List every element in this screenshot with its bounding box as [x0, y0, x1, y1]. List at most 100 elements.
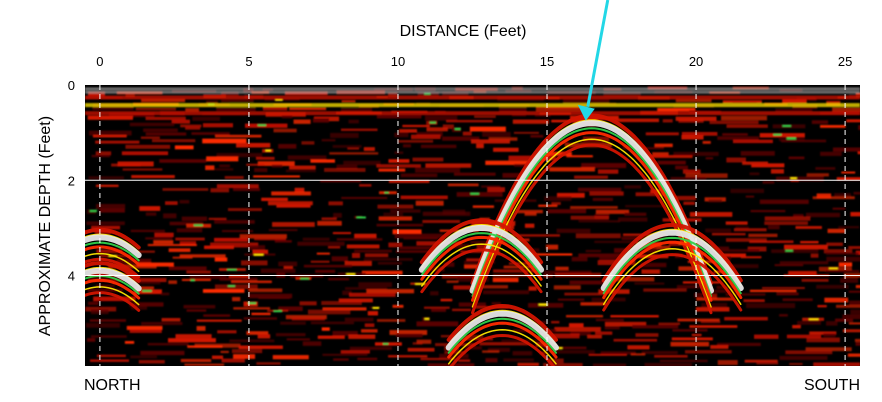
texture-band — [827, 228, 846, 234]
texture-highlight — [372, 307, 380, 310]
texture-band — [594, 240, 633, 243]
texture-band — [539, 351, 548, 355]
texture-band — [94, 230, 112, 234]
texture-band — [673, 151, 719, 156]
texture-band — [174, 145, 194, 150]
texture-band — [271, 164, 283, 168]
texture-band — [141, 322, 183, 325]
texture-band — [751, 163, 785, 168]
hyperbola-reflector — [602, 253, 743, 312]
texture-band — [485, 358, 498, 363]
texture-band — [846, 119, 860, 123]
texture-band — [412, 342, 423, 345]
texture-band — [482, 131, 511, 137]
texture-band — [243, 317, 277, 320]
hyperbola-reflector — [447, 329, 557, 365]
texture-band — [735, 226, 749, 230]
texture-band — [276, 204, 311, 208]
texture-band — [402, 144, 411, 148]
texture-band — [90, 359, 130, 362]
texture-band — [842, 314, 860, 320]
texture-highlight — [253, 253, 264, 256]
texture-highlight — [424, 317, 430, 320]
hyperbola-layer — [85, 113, 744, 366]
texture-band — [219, 277, 258, 281]
texture-band — [832, 207, 846, 210]
texture-band — [464, 264, 481, 269]
texture-band — [749, 289, 797, 292]
texture-band — [717, 360, 738, 365]
texture-band — [826, 242, 843, 246]
texture-band — [317, 335, 345, 339]
texture-band — [252, 249, 269, 255]
texture-band — [181, 216, 208, 222]
texture-band — [625, 204, 667, 208]
texture-band — [627, 345, 650, 350]
texture-band — [721, 115, 768, 121]
texture-band — [145, 237, 173, 240]
texture-band — [246, 331, 269, 335]
texture-band — [850, 212, 860, 217]
x-tick-label: 5 — [245, 54, 252, 69]
hyperbola-reflector — [447, 321, 558, 359]
texture-band — [816, 284, 849, 289]
hyperbola-reflector — [445, 310, 559, 351]
arrow-layer — [577, 0, 610, 121]
texture-band — [618, 217, 648, 222]
texture-band — [783, 244, 828, 250]
texture-band — [390, 209, 421, 213]
texture-highlight — [273, 310, 282, 313]
texture-band — [246, 163, 265, 166]
texture-band — [122, 168, 163, 171]
texture-highlight — [89, 209, 97, 212]
x-tick-label: 10 — [391, 54, 405, 69]
texture-band — [186, 309, 207, 312]
texture-band — [847, 353, 860, 357]
texture-band — [307, 309, 351, 315]
texture-band — [349, 346, 392, 350]
texture-band — [670, 195, 697, 201]
x-tick-labels: 0 5 10 15 20 25 — [96, 54, 852, 69]
texture-band — [383, 212, 404, 216]
texture-band — [95, 284, 115, 288]
texture-band — [126, 325, 163, 330]
texture-band — [346, 244, 380, 249]
texture-band — [394, 132, 409, 138]
texture-band — [394, 151, 404, 154]
texture-band — [131, 281, 161, 285]
texture-band — [99, 208, 125, 213]
texture-band — [838, 262, 853, 267]
texture-band — [244, 123, 288, 128]
texture-band — [588, 353, 627, 356]
texture-highlight — [247, 302, 257, 305]
texture-band — [342, 290, 352, 296]
texture-band — [835, 318, 854, 322]
hyperbola-reflector — [469, 120, 714, 294]
texture-band — [595, 319, 624, 322]
texture-band — [648, 155, 693, 159]
texture-band — [425, 163, 472, 168]
texture-band — [185, 126, 201, 130]
texture-band — [745, 195, 755, 198]
texture-band — [836, 177, 860, 181]
texture-band — [231, 280, 272, 284]
texture-highlight — [275, 98, 283, 101]
north-label: NORTH — [84, 377, 141, 394]
texture-band — [233, 188, 260, 192]
texture-band — [121, 151, 169, 156]
texture-band — [806, 173, 829, 177]
texture-band — [813, 362, 860, 366]
texture-band — [430, 291, 439, 296]
texture-band — [842, 329, 860, 333]
texture-band — [396, 333, 423, 338]
texture-band — [606, 277, 655, 282]
hyperbola-reflector — [449, 333, 556, 366]
texture-band — [312, 118, 330, 123]
texture-band — [254, 238, 286, 241]
texture-band — [775, 108, 813, 112]
texture-band — [511, 114, 526, 117]
texture-band — [790, 179, 799, 182]
texture-band — [340, 128, 378, 132]
texture-band — [168, 280, 178, 284]
texture-band — [216, 184, 259, 189]
